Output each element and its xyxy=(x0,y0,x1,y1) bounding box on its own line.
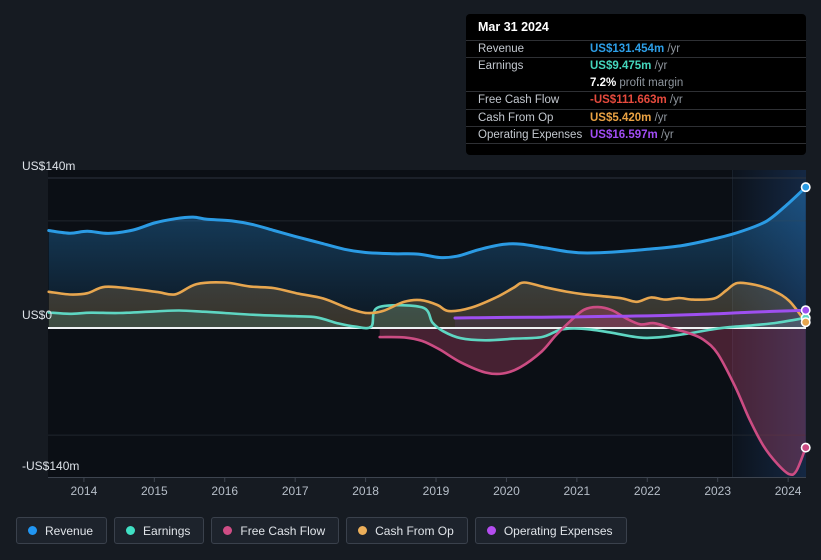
tooltip-value: US$5.420m xyxy=(590,111,652,124)
tooltip-suffix: /yr xyxy=(664,43,681,55)
x-axis-label: 2021 xyxy=(563,484,591,498)
x-axis-label: 2017 xyxy=(281,484,309,498)
x-axis-label: 2020 xyxy=(493,484,520,498)
tooltip-row-profit-margin: 7.2% profit margin xyxy=(466,75,806,93)
tooltip-suffix: profit margin xyxy=(616,76,684,89)
tooltip-row-operating-expenses: Operating Expenses US$16.597m /yr xyxy=(466,127,806,145)
free-cash-flow-dot-icon xyxy=(223,526,233,535)
tooltip-suffix: /yr xyxy=(657,128,674,141)
x-axis-label: 2022 xyxy=(633,484,661,498)
x-axis-label: 2016 xyxy=(211,484,239,498)
tooltip-label: Free Cash Flow xyxy=(478,94,560,107)
tooltip-label: Operating Expenses xyxy=(478,128,583,141)
tooltip-suffix: /yr xyxy=(651,60,668,73)
tooltip-date: Mar 31 2024 xyxy=(466,14,806,41)
tooltip-value: US$16.597m xyxy=(590,128,658,141)
free_cash_flow-line xyxy=(378,305,807,477)
legend-item-earnings[interactable]: Earnings xyxy=(114,517,205,544)
tooltip-row-cash-from-op: Cash From Op US$5.420m /yr xyxy=(466,110,806,127)
operating_expenses-line xyxy=(453,308,808,320)
tooltip-value: -US$111.663m xyxy=(590,94,667,107)
legend-item-cash-from-op[interactable]: Cash From Op xyxy=(346,517,468,544)
legend-label: Revenue xyxy=(45,523,94,538)
cash_from_op-endpoint-marker xyxy=(800,317,811,328)
legend-label: Free Cash Flow xyxy=(240,523,326,538)
legend-label: Cash From Op xyxy=(375,523,454,538)
tooltip-value: US$131.454m xyxy=(590,43,665,55)
operating_expenses-endpoint-marker xyxy=(800,305,811,316)
tooltip-value: US$9.475m xyxy=(590,60,652,73)
revenue-dot-icon xyxy=(28,526,37,535)
revenue-line xyxy=(47,185,808,260)
y-axis-label-bottom: -US$140m xyxy=(22,459,80,473)
tooltip-label: Earnings xyxy=(478,60,524,73)
free_cash_flow-endpoint-marker xyxy=(800,442,811,453)
x-axis-label: 2023 xyxy=(704,484,732,498)
x-axis-label: 2018 xyxy=(352,484,379,498)
legend-label: Earnings xyxy=(143,523,191,538)
legend-item-revenue[interactable]: Revenue xyxy=(16,517,108,544)
x-axis-label: 2015 xyxy=(140,484,168,498)
legend-item-operating-expenses[interactable]: Operating Expenses xyxy=(474,517,627,544)
tooltip-suffix: /yr xyxy=(651,111,668,124)
chart-legend: Revenue Earnings Free Cash Flow Cash Fro… xyxy=(16,517,627,544)
tooltip-row-revenue: Revenue US$131.454m /yr xyxy=(466,41,806,59)
tooltip-row-earnings: Earnings US$9.475m /yr xyxy=(466,58,806,74)
cash_from_op-line xyxy=(47,281,807,324)
tooltip-label: Revenue xyxy=(478,43,525,55)
cash-from-op-dot-icon xyxy=(358,526,368,535)
revenue-endpoint-marker xyxy=(800,182,811,193)
operating-expenses-dot-icon xyxy=(486,526,496,535)
tooltip-suffix: /yr xyxy=(666,94,683,107)
legend-label: Operating Expenses xyxy=(503,523,613,538)
x-axis-label: 2019 xyxy=(422,484,450,498)
y-axis-label-top: US$140m xyxy=(22,159,76,173)
tooltip-row-free-cash-flow: Free Cash Flow -US$111.663m /yr xyxy=(466,92,806,110)
legend-item-free-cash-flow[interactable]: Free Cash Flow xyxy=(211,517,340,544)
y-axis-label-zero: US$0 xyxy=(22,308,53,322)
earnings-line xyxy=(47,303,807,342)
x-axis-label: 2024 xyxy=(774,484,802,498)
x-axis-label: 2014 xyxy=(70,484,98,498)
tooltip-label: Cash From Op xyxy=(478,111,554,124)
tooltip-value: 7.2% xyxy=(590,76,617,89)
chart-tooltip: Mar 31 2024 Revenue US$131.454m /yr Earn… xyxy=(466,14,806,155)
free_cash_flow-area xyxy=(379,307,806,475)
earnings-dot-icon xyxy=(126,526,136,535)
